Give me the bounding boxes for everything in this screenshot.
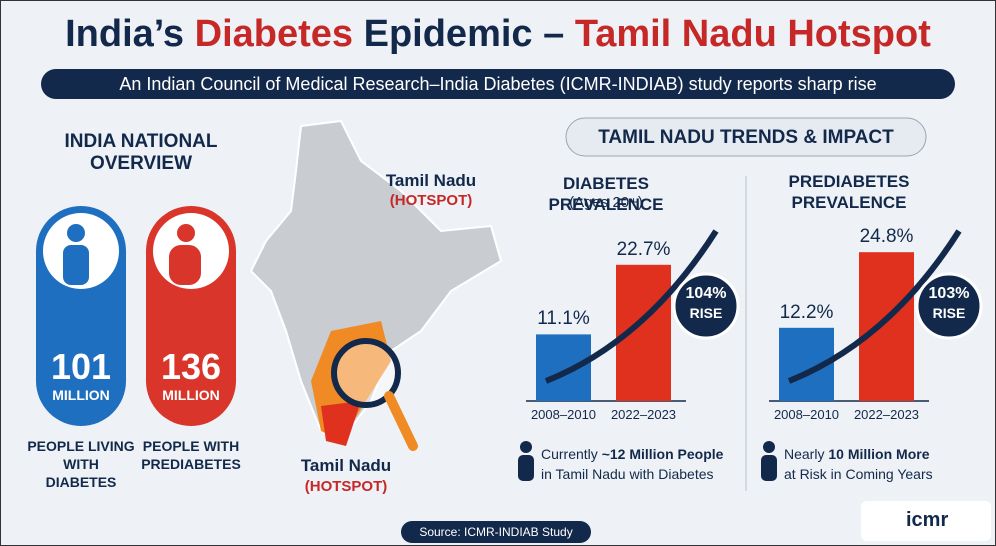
note-part: Nearly <box>784 446 825 462</box>
title-part: India’s <box>65 13 185 55</box>
magnifier-handle <box>384 391 418 451</box>
chart-title: DIABETES PREVALENCE <box>548 174 664 214</box>
category-label: 2008–2010 <box>773 407 840 422</box>
map-tag: (HOTSPOT) <box>389 192 473 209</box>
subtitle-bar <box>41 69 955 99</box>
category-label: 2022–2023 <box>853 407 920 422</box>
tamil-nadu <box>321 401 361 446</box>
map-label: Tamil Nadu <box>300 456 392 475</box>
value-label: 12.2% <box>779 301 834 323</box>
person-icon <box>518 455 534 481</box>
source-pill <box>401 521 591 543</box>
card-label: PEOPLE LIVING WITH DIABETES <box>27 438 135 490</box>
title-part: Tamil Nadu Hotspot <box>574 13 931 55</box>
note-part: ~12 Million People <box>601 446 724 462</box>
note-part: Currently <box>541 446 598 462</box>
person-icon <box>67 224 85 242</box>
note: Nearly 10 Million More at Risk in Coming … <box>784 444 995 484</box>
subtitle: An Indian Council of Medical Research–In… <box>119 74 877 94</box>
rise-badge <box>672 272 740 340</box>
card-unit: MILLION <box>162 387 220 403</box>
trends-pill <box>565 117 927 157</box>
note-part: in Tamil Nadu with Diabetes <box>541 466 714 482</box>
card-unit: MILLION <box>52 387 110 403</box>
bar <box>536 334 591 401</box>
value-label: 11.1% <box>537 308 590 330</box>
person-icon <box>177 224 195 242</box>
person-icon <box>169 245 201 285</box>
magnifier <box>331 338 401 408</box>
map-tag: (HOTSPOT) <box>304 478 388 495</box>
rise-label: RISE <box>932 305 966 321</box>
title: India’s Diabetes Epidemic – Tamil Nadu H… <box>1 13 995 56</box>
rise-badge <box>915 272 983 340</box>
value-label: 24.8% <box>859 226 914 248</box>
person-icon <box>761 455 777 481</box>
card-label: PEOPLE WITH PREDIABETES <box>141 438 241 472</box>
chart-subtitle: (Ages 20+) <box>569 194 643 211</box>
source: Source: ICMR-INDIAB Study <box>419 525 573 539</box>
rise-value: 103% <box>928 285 970 302</box>
rise-label: RISE <box>689 305 723 321</box>
section-title: TAMIL NADU TRENDS & IMPACT <box>598 127 894 148</box>
trend-arrow <box>787 229 962 384</box>
logo-box <box>861 501 991 541</box>
category-label: 2008–2010 <box>530 407 597 422</box>
note-part: at Risk in Coming Years <box>784 466 933 482</box>
note: Currently ~12 Million People in Tamil Nad… <box>541 444 761 484</box>
india-map <box>249 119 503 443</box>
title-part: Epidemic – <box>363 13 565 55</box>
person-icon <box>763 441 775 453</box>
logo: icmr <box>906 509 949 531</box>
category-label: 2022–2023 <box>610 407 677 422</box>
bar <box>859 252 914 401</box>
card-value: 136 <box>160 346 222 387</box>
section-title: INDIA NATIONAL OVERVIEW <box>64 131 218 174</box>
title-part: Diabetes <box>194 13 354 55</box>
rise-value: 104% <box>685 285 727 302</box>
person-icon <box>63 245 89 285</box>
card-value: 101 <box>50 346 112 387</box>
trend-arrow <box>544 229 719 384</box>
person-icon <box>520 441 532 453</box>
map-label: Tamil Nadu <box>385 171 477 190</box>
chart-title: PREDIABETES PREVALENCE <box>788 172 910 212</box>
note-part: 10 Million More <box>828 446 930 462</box>
value-label: 22.7% <box>616 238 671 260</box>
